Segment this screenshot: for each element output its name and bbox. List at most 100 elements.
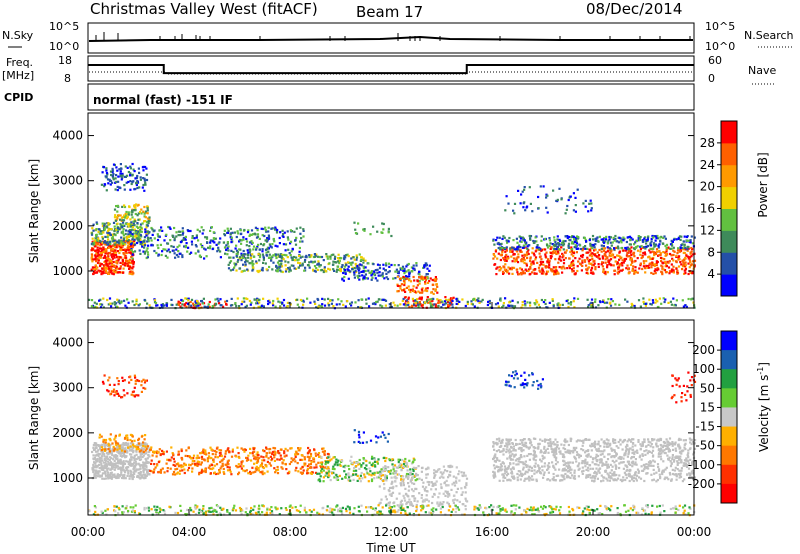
velocity-echo-band	[242, 448, 245, 451]
power-echo-evening-top	[681, 243, 684, 246]
power-echo-evening	[538, 256, 542, 259]
velocity-echo-ground	[124, 471, 127, 474]
power-echo-evening-top	[564, 240, 567, 243]
power-echo-evening	[530, 271, 534, 274]
power-echo-upper	[120, 167, 123, 170]
velocity-echo-ground	[137, 468, 140, 471]
power-echo-floor	[357, 299, 360, 302]
power-echo-band	[150, 226, 153, 230]
velocity-echo-ground	[99, 446, 102, 449]
power-echo-evening	[499, 268, 502, 271]
power-echo-evening	[572, 270, 575, 273]
velocity-echo-ground	[108, 446, 111, 449]
velocity-echo-band	[249, 452, 252, 455]
power-echo-evening	[676, 272, 679, 275]
power-echo-hot	[422, 276, 425, 279]
power-echo-midday	[364, 259, 367, 262]
power-echo-evening	[626, 252, 629, 255]
velocity-echo-ground	[118, 474, 121, 477]
power-echo-evening	[633, 272, 636, 275]
power-echo-band	[231, 231, 234, 234]
power-echo-evening-top	[515, 237, 518, 240]
power-echo-floor	[393, 304, 396, 307]
power-echo-upper	[111, 170, 114, 174]
power-echo-floor	[135, 302, 138, 305]
power-echo-floor	[186, 302, 189, 305]
nsky-label: N.Sky	[2, 29, 34, 42]
power-echo-evening	[542, 263, 545, 266]
power-echo-band	[302, 229, 305, 232]
velocity-echo-band	[191, 462, 194, 465]
power-echo-band	[288, 252, 291, 255]
velocity-echo-ground	[137, 457, 141, 460]
power-echo-evening	[639, 262, 642, 265]
velocity-echo-midday	[333, 456, 336, 459]
power-echo-floor	[327, 302, 330, 305]
velocity-echo-band	[231, 448, 234, 451]
power-echo-upper	[124, 165, 127, 168]
velocity-echo-ground	[129, 464, 133, 467]
power-echo-hot	[411, 288, 414, 291]
power-echo-evening-top	[649, 242, 652, 245]
power-echo-band	[179, 230, 182, 233]
power-echo-band	[187, 229, 190, 233]
y-tick-label: 4000	[52, 129, 83, 143]
power-echo-strong	[127, 242, 130, 245]
power-echo-evening	[682, 251, 685, 254]
velocity-echo-band	[257, 466, 260, 470]
velocity-echo-band	[176, 467, 179, 470]
velocity-echo-midday	[361, 477, 364, 480]
power-echo-evening	[538, 264, 541, 267]
nsky-panel	[87, 22, 695, 54]
power-echo-band	[275, 231, 279, 234]
velocity-echo-band	[195, 457, 198, 460]
power-echo-floor	[424, 301, 427, 304]
velocity-echo-band	[294, 460, 297, 463]
power-echo-evening-top	[652, 247, 655, 251]
velocity-echo-band	[259, 465, 262, 468]
power-echo-band	[238, 239, 241, 242]
power-echo-band	[212, 237, 215, 240]
nsky-series	[88, 35, 693, 42]
power-echo-band	[226, 227, 229, 230]
power-echo-evening	[629, 263, 633, 266]
power-echo-evening	[645, 264, 648, 267]
power-echo-evening	[568, 264, 571, 268]
power-echo-hot	[403, 282, 406, 285]
power-echo-floor	[521, 304, 524, 307]
velocity-echo-ground	[138, 458, 141, 461]
power-echo-band	[181, 255, 184, 259]
velocity-echo-band	[323, 452, 326, 455]
power-echo-floor	[108, 297, 112, 300]
velocity-echo-band	[286, 472, 289, 475]
power-echo-noon	[415, 264, 418, 267]
power-echo-floor	[656, 300, 659, 303]
power-echo-near-early	[183, 303, 186, 306]
velocity-echo-ground	[133, 472, 136, 475]
power-echo-band	[236, 251, 239, 254]
power-echo-mid	[110, 228, 113, 231]
power-echo-evening	[583, 259, 586, 262]
velocity-echo-ground	[131, 474, 134, 477]
power-echo-strong	[129, 261, 132, 265]
power-echo-evening	[634, 266, 637, 269]
velocity-echo-band	[306, 455, 309, 458]
power-echo-band	[164, 248, 167, 251]
power-echo-band	[223, 246, 227, 249]
velocity-echo-ground	[91, 450, 94, 454]
velocity-echo-ground	[128, 477, 131, 480]
power-echo-evening	[575, 251, 578, 254]
power-echo-strong	[113, 246, 117, 249]
velocity-echo-band	[307, 446, 310, 450]
velocity-echo-band	[178, 464, 181, 467]
power-echo-evening	[591, 252, 594, 255]
velocity-echo-midday	[351, 463, 354, 466]
power-echo-floor	[660, 302, 663, 305]
power-echo-evening-top	[665, 243, 669, 246]
velocity-echo-band	[256, 451, 259, 454]
power-echo-midday	[340, 257, 343, 260]
power-echo-strong	[125, 249, 128, 252]
power-echo-evening	[649, 251, 652, 254]
power-echo-evening-top	[561, 241, 564, 244]
power-echo-band	[205, 236, 209, 239]
